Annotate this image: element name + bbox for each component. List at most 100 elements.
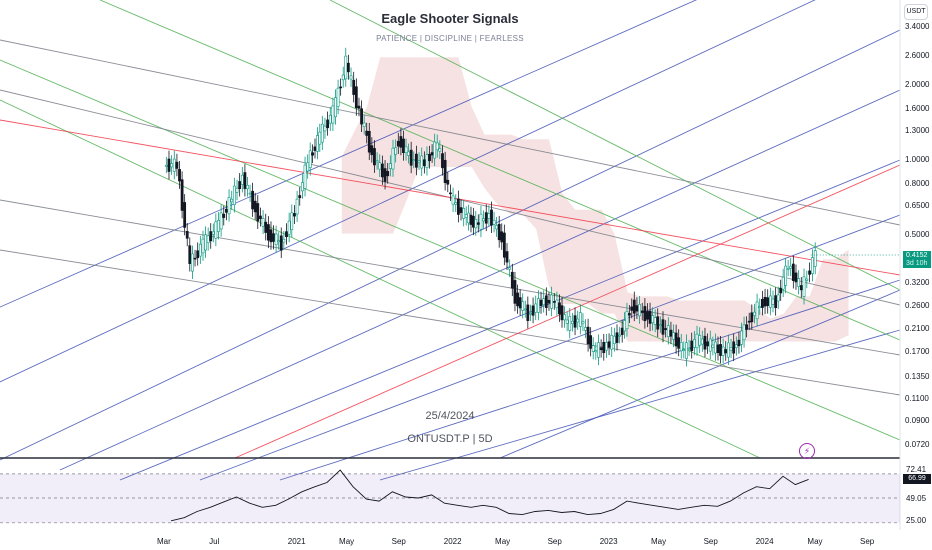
trendline-green xyxy=(329,0,901,291)
candle-body xyxy=(586,326,590,345)
candle-body xyxy=(768,295,772,308)
y-tick-label: 0.2100 xyxy=(905,323,930,333)
candle-body xyxy=(235,187,239,193)
candle-body xyxy=(521,301,525,311)
candle-body xyxy=(402,138,405,153)
y-tick-label: 0.3200 xyxy=(905,278,930,288)
candle-body xyxy=(531,305,535,316)
candle-body xyxy=(428,153,431,162)
candle-body xyxy=(346,62,350,73)
trendline-blue xyxy=(119,159,901,481)
candle-body xyxy=(170,163,174,168)
candle-body xyxy=(716,344,720,353)
candle-body xyxy=(230,198,234,203)
y-tick-label: 1.6000 xyxy=(905,103,930,113)
candle-body xyxy=(581,321,585,324)
candle-body xyxy=(632,299,636,314)
candle-body xyxy=(204,234,207,251)
candle-body xyxy=(367,131,371,153)
candle-body xyxy=(492,219,496,225)
rsi-line xyxy=(170,469,809,522)
y-tick-label: 1.3000 xyxy=(905,126,930,136)
candle-body xyxy=(638,304,641,317)
candle-body xyxy=(648,310,652,324)
candle-body xyxy=(365,130,369,136)
candle-body xyxy=(198,243,202,257)
candle-body xyxy=(711,344,715,348)
candle-body xyxy=(256,203,260,222)
candle-body xyxy=(674,332,678,347)
candle-body xyxy=(523,308,527,311)
candle-body xyxy=(734,344,738,349)
candle-body xyxy=(737,339,741,347)
candle-body xyxy=(597,342,600,358)
candle-body xyxy=(246,185,249,190)
candle-body xyxy=(721,346,725,356)
candle-body xyxy=(407,151,410,156)
candle-body xyxy=(479,213,483,230)
candle-body xyxy=(308,150,312,168)
candle-body xyxy=(451,195,455,205)
candle-body xyxy=(238,181,242,189)
candle-body xyxy=(555,299,559,309)
candle-body xyxy=(497,223,501,241)
trendline-green xyxy=(99,0,901,341)
candle-body xyxy=(417,160,421,163)
candle-body xyxy=(375,160,379,163)
candle-body xyxy=(640,310,644,313)
candle-body xyxy=(791,263,795,281)
candle-body xyxy=(211,231,215,235)
x-tick-label: 2021 xyxy=(287,537,306,546)
candle-body xyxy=(799,285,803,291)
x-tick-label: Sep xyxy=(391,537,406,546)
candle-body xyxy=(378,162,382,170)
candle-body xyxy=(476,222,480,225)
candle-body xyxy=(422,159,426,166)
y-tick-label: 2.6000 xyxy=(905,51,930,61)
x-tick-label: Jul xyxy=(209,537,220,546)
candle-body xyxy=(594,350,598,353)
candle-body xyxy=(755,301,759,320)
candle-body xyxy=(664,328,668,330)
candle-body xyxy=(318,131,322,145)
candle-body xyxy=(687,347,691,350)
candle-body xyxy=(508,267,512,270)
lightning-icon[interactable]: ⚡ xyxy=(799,443,815,459)
rsi-pane xyxy=(0,469,900,524)
trendline-green xyxy=(0,99,761,459)
candle-body xyxy=(209,231,213,242)
candle-body xyxy=(253,200,257,213)
rsi-lower-label: 25.00 xyxy=(906,516,927,525)
trendline-blue xyxy=(279,279,901,481)
candle-body xyxy=(295,198,299,215)
candle-body xyxy=(341,74,345,81)
candle-body xyxy=(700,338,704,345)
candle-body xyxy=(334,97,337,118)
candle-body xyxy=(703,335,707,350)
candle-body xyxy=(505,251,509,263)
currency-button[interactable]: USDT xyxy=(904,4,928,20)
candle-body xyxy=(435,142,439,151)
chart-title: Eagle Shooter Signals xyxy=(381,11,519,26)
candle-body xyxy=(750,312,754,323)
trendline-gray xyxy=(0,39,901,226)
candle-body xyxy=(758,306,762,309)
candle-body xyxy=(303,164,307,189)
candle-body xyxy=(536,298,540,313)
candle-body xyxy=(178,169,181,182)
candle-body xyxy=(708,338,712,352)
candle-body xyxy=(300,182,304,192)
trendline-blue xyxy=(199,214,901,481)
candle-body xyxy=(714,341,717,354)
candle-body xyxy=(627,313,631,316)
trendline-blue xyxy=(0,0,698,308)
x-tick-label: May xyxy=(495,537,511,546)
candle-body xyxy=(615,332,619,343)
candle-body xyxy=(415,153,418,168)
candle-body xyxy=(454,202,458,205)
x-tick-label: Sep xyxy=(547,537,562,546)
candle-body xyxy=(214,221,218,239)
candle-body xyxy=(568,316,572,331)
candle-body xyxy=(315,135,319,152)
